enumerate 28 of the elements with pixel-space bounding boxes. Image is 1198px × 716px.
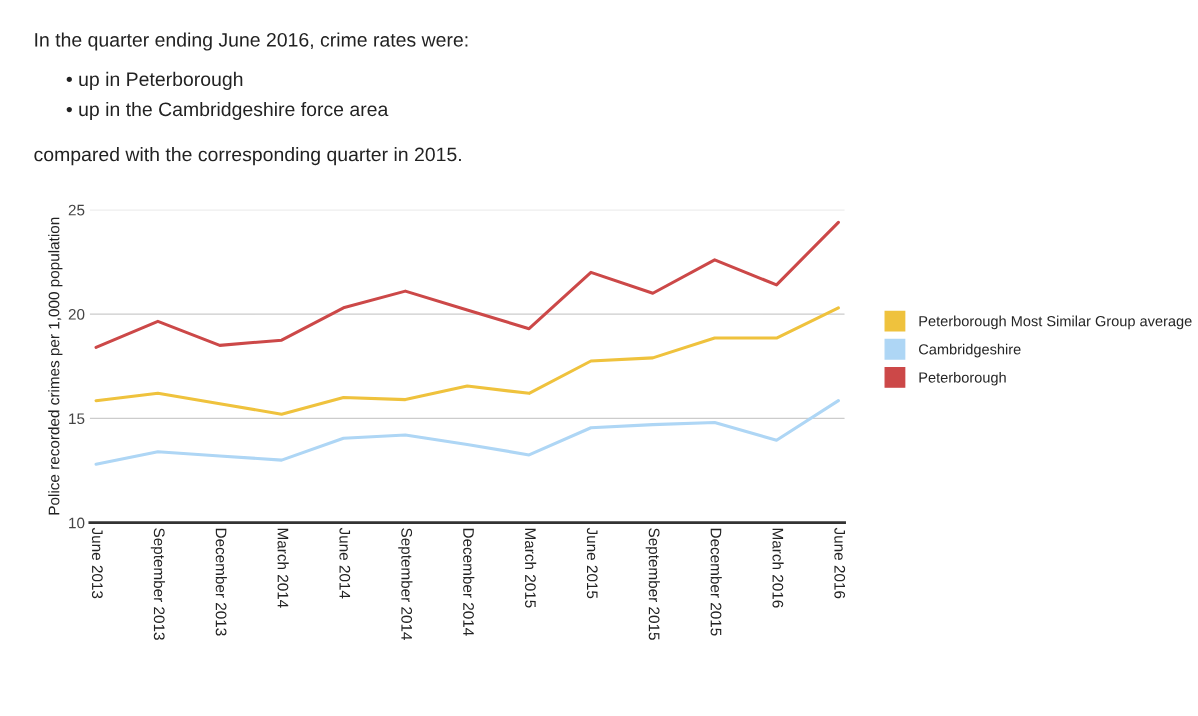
x-tick-label: June 2016 (834, 527, 846, 599)
legend-label: Peterborough (919, 371, 1006, 386)
x-tick-label: March 2015 (524, 528, 537, 608)
line-series (94, 399, 840, 466)
x-tick-label: March 2016 (772, 528, 784, 608)
x-tick-label: December 2014 (463, 528, 475, 636)
y-tick-label: 25 (68, 204, 85, 216)
text: compared with the corresponding quarter in 2015. (34, 147, 461, 166)
x-tick-label: September 2014 (398, 528, 413, 641)
y-axis-title: Police recorded crimes per 1,000 population (48, 217, 63, 515)
y-tick-label: 10 (69, 517, 85, 529)
x-tick-label: September 2015 (645, 528, 660, 640)
x-tick-label: June 2013 (91, 527, 103, 599)
line-series (94, 220, 840, 349)
x-tick-label: December 2015 (710, 528, 722, 636)
x-tick-label: March 2014 (277, 528, 289, 608)
legend-label: Cambridgeshire (919, 343, 1021, 358)
line-series (94, 306, 840, 416)
y-tick-label: 20 (68, 308, 85, 320)
x-tick-label: June 2015 (586, 527, 598, 599)
text: • up in Peterborough (66, 71, 243, 90)
x-tick-label: December 2013 (215, 528, 227, 636)
y-tick-label: 15 (69, 413, 85, 425)
x-tick-label: September 2013 (150, 528, 166, 640)
x-tick-label: June 2014 (339, 527, 351, 599)
legend-label: Peterborough Most Similar Group average (919, 315, 1192, 330)
chart-title: In the quarter ending June 2016, crime rates were: (35, 32, 468, 51)
text: • up in the Cambridgeshire force area (66, 101, 389, 121)
